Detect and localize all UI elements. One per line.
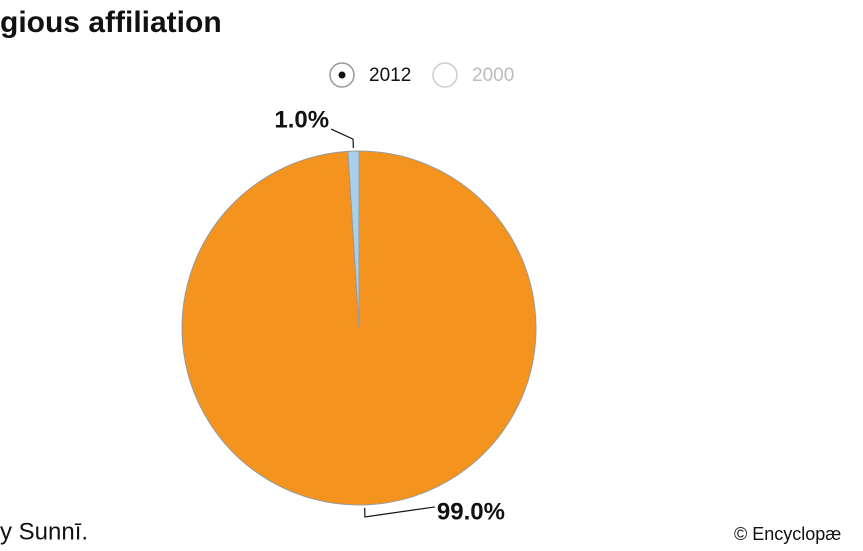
radio-label[interactable]: 2000: [472, 65, 514, 86]
data-label: 1.0%: [274, 106, 329, 133]
leader-line: [364, 506, 436, 518]
leader-line: [330, 128, 354, 149]
footnote: y Sunnī.: [0, 518, 88, 545]
pie-slice: [347, 150, 360, 329]
radio-dot: [338, 71, 346, 79]
data-label: 99.0%: [437, 498, 505, 525]
chart-title: gious affiliation: [0, 6, 222, 39]
radio-label[interactable]: 2012: [369, 65, 411, 86]
credit: © Encyclopæ: [734, 524, 841, 544]
radio-button[interactable]: [432, 62, 458, 88]
